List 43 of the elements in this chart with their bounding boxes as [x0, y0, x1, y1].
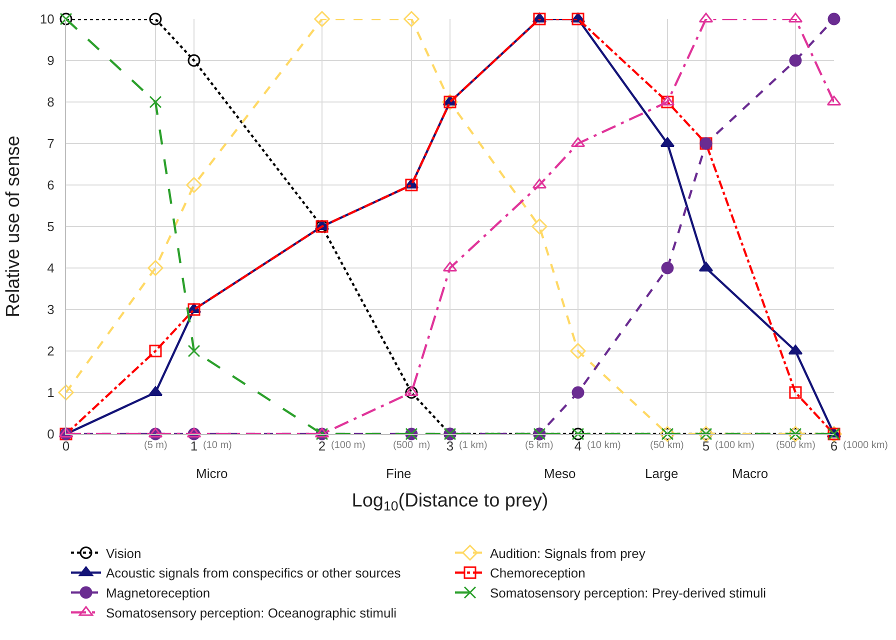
- x-tick-label: 3: [446, 438, 454, 454]
- legend-label: Audition: Signals from prey: [490, 546, 646, 561]
- text: (100 m): [331, 440, 366, 451]
- y-tick-label: 2: [47, 344, 54, 359]
- text: (1 km): [459, 440, 488, 451]
- legend-label: Acoustic signals from conspecifics or other sources: [106, 566, 402, 581]
- y-tick-label: 5: [47, 219, 54, 234]
- legend-label: Somatosensory perception: Oceanographic stimuli: [106, 605, 397, 620]
- text: (500 km): [776, 440, 816, 451]
- x-tick-label: 0: [62, 438, 70, 454]
- text: (5 m): [144, 440, 168, 451]
- x-axis-title: Log$_{10}$(Distance to prey): [352, 490, 548, 514]
- y-tick-label: 7: [47, 136, 54, 152]
- x-tick-label: 4: [574, 438, 582, 454]
- y-tick-label: 3: [47, 302, 54, 318]
- text: (10 m): [203, 440, 232, 451]
- y-tick-label: 10: [40, 12, 54, 27]
- y-tick-label: 6: [47, 178, 54, 193]
- y-tick-label: 1: [47, 385, 54, 400]
- text: Large: [645, 466, 678, 481]
- text: (10 km): [587, 440, 621, 451]
- text: Fine: [386, 466, 412, 481]
- text: (5 km): [525, 440, 554, 451]
- legend-label: Magnetoreception: [106, 586, 210, 601]
- y-axis-title: Relative use of sense: [2, 136, 24, 318]
- x-tick-label: 2: [318, 438, 326, 454]
- y-tick-label: 0: [47, 426, 54, 442]
- text: (500 m): [393, 440, 430, 451]
- x-tick-label: 1: [190, 438, 198, 454]
- y-tick-label: 8: [47, 94, 54, 110]
- legend-label: Somatosensory perception: Prey-derived stimuli: [490, 586, 766, 601]
- text: Meso: [544, 466, 576, 481]
- text: (50 km): [650, 440, 684, 451]
- legend-label: Chemoreception: [490, 566, 586, 581]
- legend-label: Vision: [106, 546, 142, 561]
- text: (100 km): [715, 440, 754, 451]
- text: Micro: [196, 466, 228, 481]
- x-tick-label: 5: [702, 438, 710, 454]
- text: Macro: [732, 466, 768, 481]
- text: (1000 km): [843, 440, 888, 451]
- y-tick-label: 4: [47, 260, 54, 276]
- y-tick-label: 9: [47, 53, 54, 68]
- x-tick-label: 6: [830, 438, 838, 454]
